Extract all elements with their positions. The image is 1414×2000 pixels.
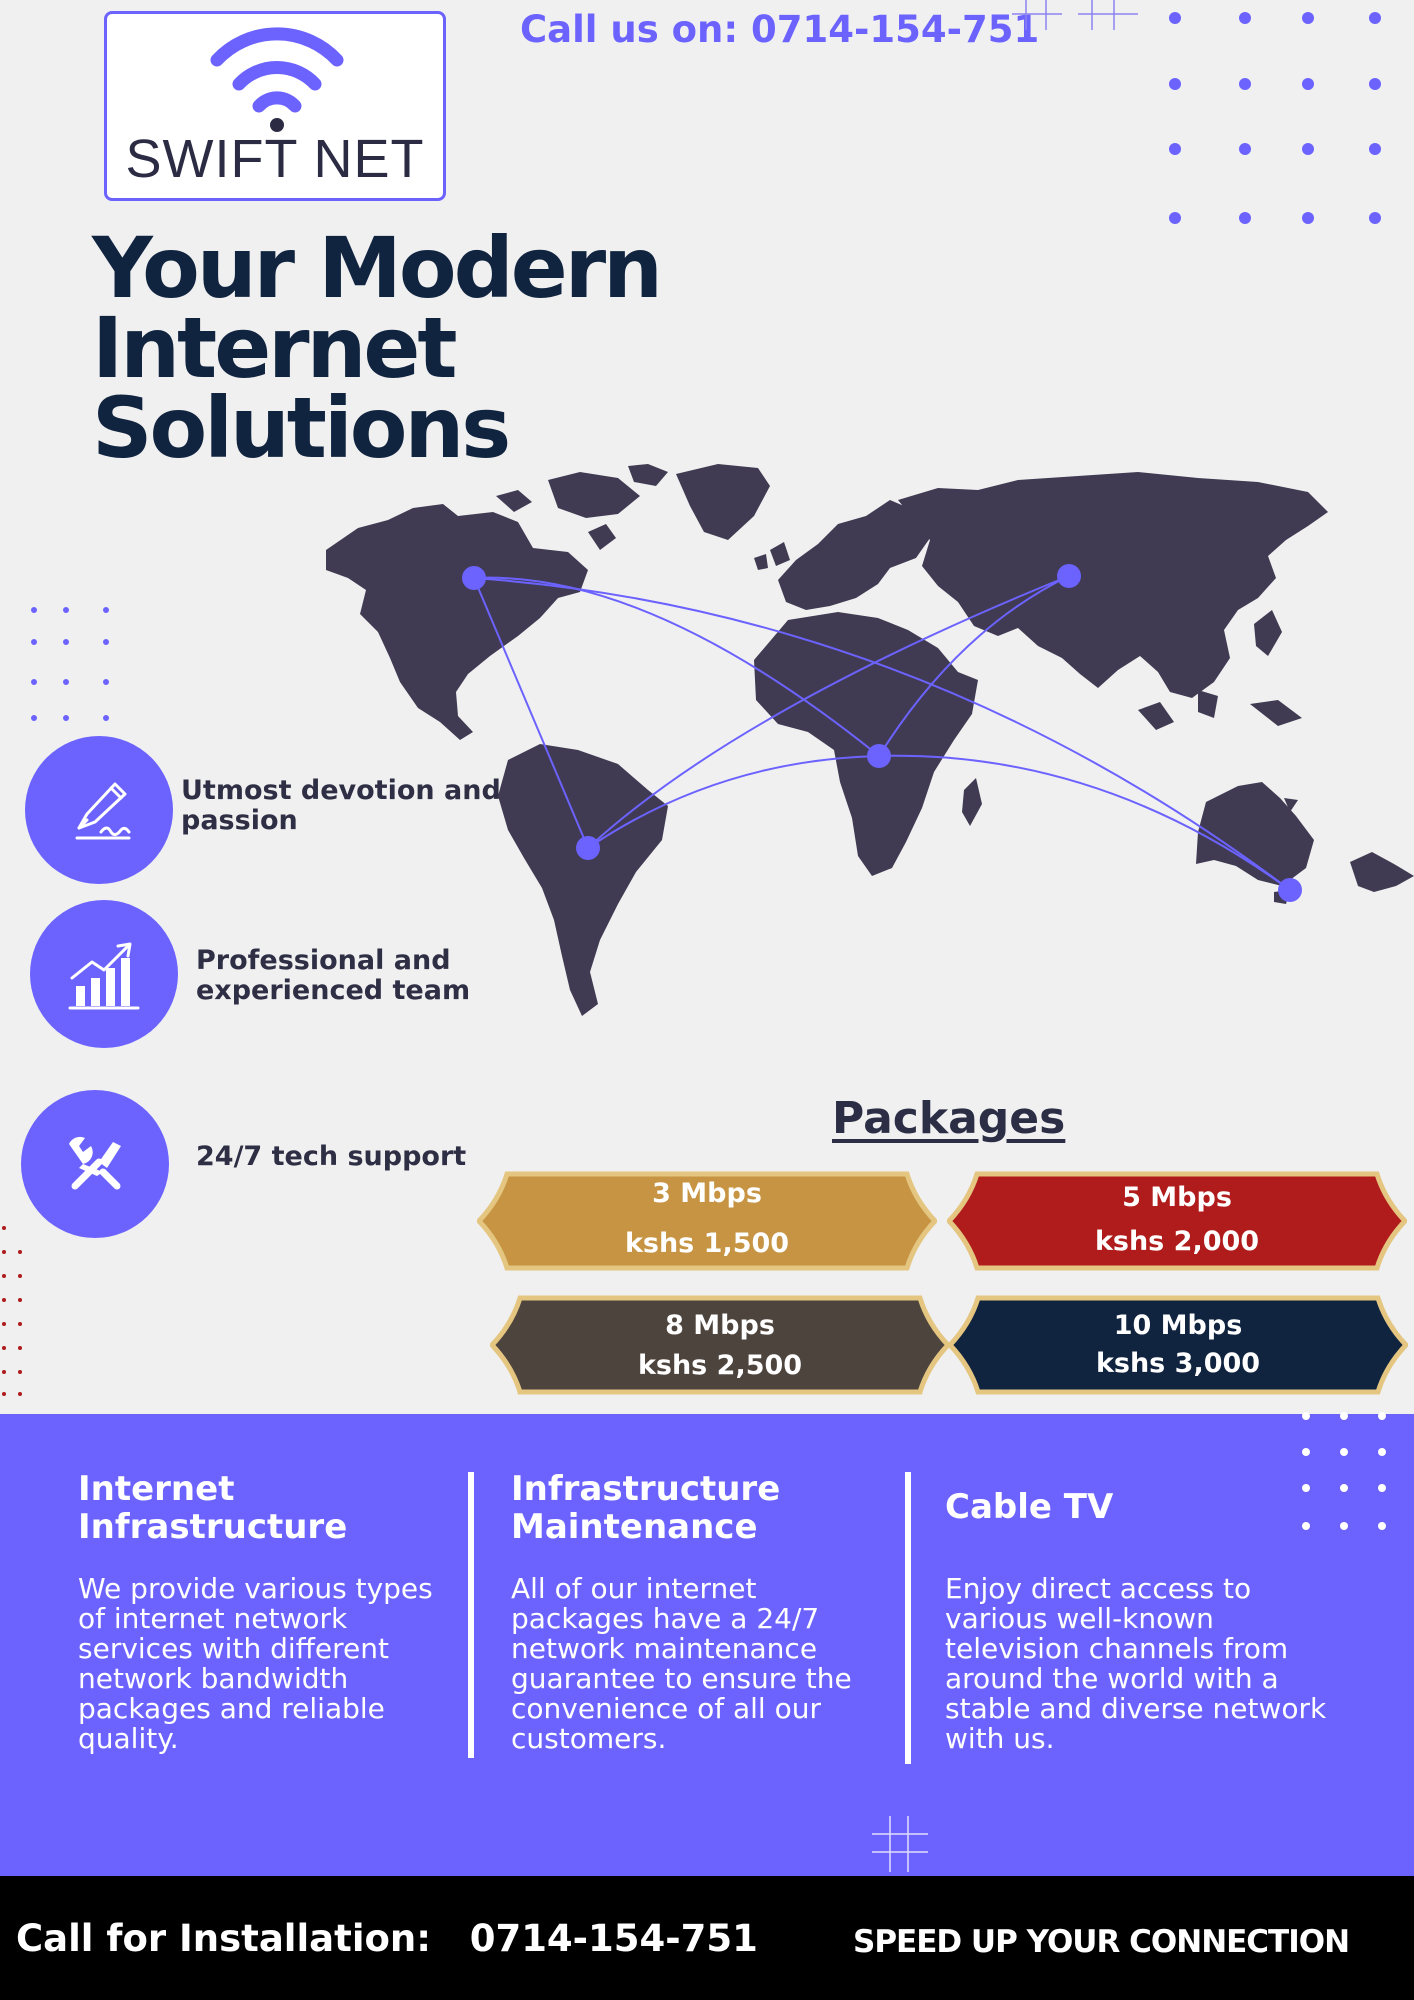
service-line: of internet network — [78, 1602, 348, 1635]
slogan: SPEED UP YOUR CONNECTION — [853, 1924, 1350, 1960]
logo: SWIFT NET — [104, 11, 446, 201]
sparkle-decoration-icon — [872, 1816, 928, 1872]
service-title-line: Internet — [78, 1469, 235, 1509]
package-speed: 3 Mbps — [652, 1178, 762, 1209]
dot-grid-decoration — [1302, 1412, 1386, 1530]
service-line: around the world with a — [945, 1662, 1279, 1695]
package-card[interactable]: 3 Mbps kshs 1,500 — [477, 1168, 937, 1274]
service-line: network maintenance — [511, 1632, 818, 1665]
feature-line: 24/7 tech support — [196, 1141, 467, 1172]
header-phone[interactable]: Call us on: 0714-154-751 — [520, 8, 1040, 51]
service-line: packages and reliable — [78, 1692, 385, 1725]
feature-line: passion — [181, 805, 298, 836]
feature-text: Professional and experienced team — [196, 946, 470, 1006]
brand-name: SWIFT NET — [125, 129, 425, 189]
service-line: network bandwidth — [78, 1662, 349, 1695]
headline: Your Modern Internet Solutions — [92, 219, 663, 477]
service-title: Infrastructure Maintenance — [511, 1470, 780, 1546]
feature-text: Utmost devotion and passion — [181, 776, 501, 836]
dot-grid-decoration — [31, 607, 109, 721]
service-line: with us. — [945, 1722, 1055, 1755]
package-speed: 5 Mbps — [1122, 1182, 1232, 1213]
feature-line: Utmost devotion and — [181, 775, 501, 806]
package-card[interactable]: 10 Mbps kshs 3,000 — [948, 1292, 1408, 1398]
world-map-illustration — [326, 464, 1414, 1016]
footer-phone[interactable]: Call for Installation: 0714-154-751 — [16, 1917, 758, 1960]
service-title-line: Infrastructure — [78, 1507, 348, 1547]
feature-text: 24/7 tech support — [196, 1142, 466, 1172]
headline-line: Your Modern — [92, 219, 663, 317]
service-line: quality. — [78, 1722, 179, 1755]
package-price: kshs 1,500 — [624, 1228, 790, 1259]
dot-grid-decoration — [1169, 12, 1381, 224]
package-price: kshs 3,000 — [1095, 1348, 1261, 1379]
package-card[interactable]: 8 Mbps kshs 2,500 — [490, 1292, 950, 1398]
dot-grid-decoration — [2, 1226, 22, 1396]
service-line: All of our internet — [511, 1572, 757, 1605]
package-speed: 10 Mbps — [1113, 1310, 1243, 1341]
service-line: packages have a 24/7 — [511, 1602, 820, 1635]
divider — [468, 1472, 474, 1758]
footer — [0, 1876, 1414, 2000]
service-title-line: Maintenance — [511, 1507, 758, 1547]
headline-line: Internet — [92, 299, 458, 397]
package-price: kshs 2,500 — [637, 1350, 803, 1381]
service-line: customers. — [511, 1722, 667, 1755]
divider — [905, 1472, 911, 1764]
tools-icon — [69, 1136, 121, 1190]
headline-line: Solutions — [92, 379, 511, 477]
service-title-line: Cable TV — [945, 1487, 1114, 1527]
sparkle-decoration-icon — [1012, 0, 1138, 30]
service-description: We provide various types of internet net… — [78, 1574, 433, 1754]
service-description: All of our internet packages have a 24/7… — [511, 1574, 852, 1754]
service-line: guarantee to ensure the — [511, 1662, 852, 1695]
package-card[interactable]: 5 Mbps kshs 2,000 — [947, 1168, 1407, 1274]
feature-icon-circle — [25, 736, 173, 884]
pen-signature-icon — [75, 782, 131, 840]
wifi-icon — [210, 27, 344, 132]
service-description: Enjoy direct access to various well-know… — [945, 1574, 1326, 1754]
feature-line: Professional and — [196, 945, 451, 976]
service-title: Internet Infrastructure — [78, 1470, 347, 1546]
service-title: Cable TV — [945, 1488, 1113, 1526]
service-line: Enjoy direct access to — [945, 1572, 1252, 1605]
service-line: various well-known — [945, 1602, 1214, 1635]
service-line: stable and diverse network — [945, 1692, 1327, 1725]
feature-icon-circle — [30, 900, 178, 1048]
feature-icon-circle — [21, 1090, 169, 1238]
service-line: television channels from — [945, 1632, 1289, 1665]
package-price: kshs 2,000 — [1094, 1226, 1260, 1257]
feature-line: experienced team — [196, 975, 471, 1006]
service-line: services with different — [78, 1632, 390, 1665]
service-line: We provide various types — [78, 1572, 433, 1605]
growth-chart-icon — [68, 942, 140, 1010]
packages-title: Packages — [832, 1093, 1066, 1144]
services-section — [0, 1414, 1414, 1876]
package-speed: 8 Mbps — [665, 1310, 775, 1341]
service-title-line: Infrastructure — [511, 1469, 781, 1509]
service-line: convenience of all our — [511, 1692, 821, 1725]
